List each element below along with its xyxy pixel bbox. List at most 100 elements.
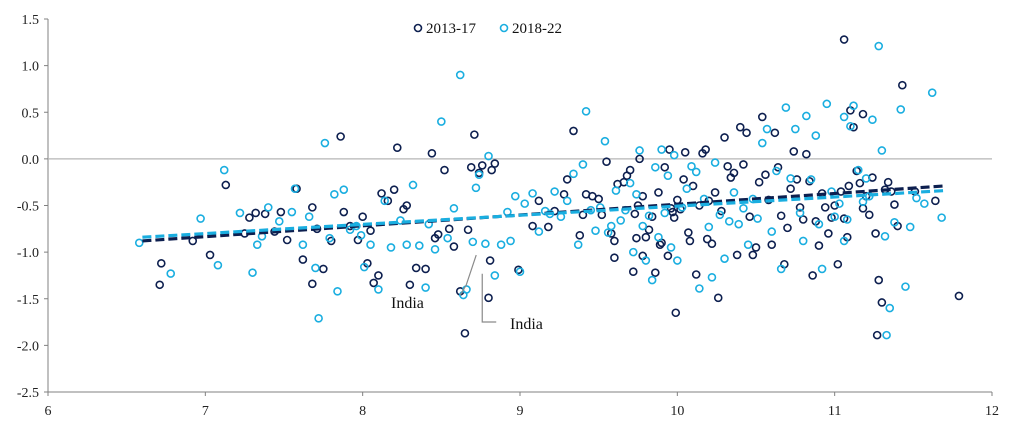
- point-2013-17: [562, 175, 572, 184]
- point-2013-17: [635, 154, 644, 164]
- point-2013-17: [245, 213, 254, 222]
- point-2018-22: [734, 219, 743, 229]
- point-2018-22: [510, 191, 520, 201]
- point-2018-22: [666, 243, 676, 252]
- point-2013-17: [205, 250, 215, 260]
- x-tick-label: 9: [517, 404, 524, 419]
- point-2018-22: [386, 243, 396, 252]
- point-2013-17: [786, 184, 795, 194]
- point-2013-17: [155, 280, 165, 290]
- point-2018-22: [219, 165, 229, 175]
- legend-marker-2013-17: [413, 23, 423, 33]
- point-2018-22: [455, 70, 465, 80]
- point-2013-17: [742, 128, 751, 138]
- annotation-india-2018-22: India: [510, 316, 543, 333]
- point-2018-22: [134, 238, 144, 248]
- point-2018-22: [882, 330, 891, 340]
- point-2013-17: [440, 165, 449, 175]
- legend-marker-2018-22: [499, 23, 509, 33]
- point-2018-22: [274, 217, 284, 226]
- point-2018-22: [550, 187, 559, 196]
- point-2013-17: [559, 190, 569, 199]
- point-2018-22: [691, 167, 701, 177]
- point-2013-17: [433, 230, 443, 239]
- point-2018-22: [874, 41, 884, 51]
- point-2013-17: [931, 196, 940, 206]
- point-2013-17: [470, 130, 479, 139]
- point-2018-22: [762, 124, 772, 134]
- point-2013-17: [528, 221, 537, 231]
- point-2013-17: [449, 242, 459, 251]
- point-2013-17: [748, 250, 758, 260]
- y-tick-label: -2.5: [17, 386, 39, 401]
- point-2018-22: [776, 264, 786, 274]
- point-2013-17: [680, 148, 690, 157]
- point-2013-17: [871, 229, 880, 238]
- point-2013-17: [757, 112, 767, 122]
- point-2013-17: [308, 279, 317, 289]
- point-2018-22: [654, 232, 663, 242]
- point-2013-17: [874, 275, 884, 285]
- point-2013-17: [651, 268, 660, 277]
- y-tick-label: 0.5: [22, 106, 40, 121]
- point-2013-17: [735, 122, 745, 132]
- y-tick-label: -2.0: [17, 339, 39, 354]
- point-2018-22: [912, 193, 921, 203]
- legend-label-2013-17: 2013-17: [426, 21, 476, 37]
- point-2013-17: [427, 148, 437, 158]
- point-2013-17: [864, 210, 874, 220]
- point-2018-22: [325, 233, 334, 243]
- point-2018-22: [333, 286, 342, 296]
- point-2013-17: [487, 165, 496, 175]
- x-tick-label: 11: [828, 404, 841, 419]
- point-2013-17: [319, 264, 328, 274]
- point-2018-22: [905, 222, 915, 232]
- point-2018-22: [877, 146, 887, 155]
- point-2013-17: [660, 162, 670, 172]
- point-2018-22: [842, 215, 852, 224]
- point-2013-17: [830, 201, 839, 210]
- point-2013-17: [534, 196, 544, 206]
- point-2018-22: [927, 88, 937, 97]
- point-2018-22: [408, 180, 418, 190]
- point-2018-22: [520, 199, 530, 208]
- y-tick-label: -1.0: [17, 246, 39, 261]
- point-2013-17: [872, 330, 882, 340]
- point-2013-17: [685, 236, 695, 246]
- point-2013-17: [377, 189, 386, 198]
- point-2018-22: [506, 236, 515, 246]
- point-2013-17: [339, 207, 349, 217]
- point-2013-17: [723, 162, 732, 171]
- point-2013-17: [630, 209, 640, 219]
- point-2018-22: [581, 107, 591, 116]
- point-2018-22: [421, 283, 430, 292]
- point-2013-17: [954, 291, 964, 301]
- point-2018-22: [802, 111, 811, 121]
- point-2013-17: [710, 188, 720, 197]
- point-2013-17: [890, 200, 899, 209]
- point-2018-22: [885, 303, 895, 313]
- point-2013-17: [739, 160, 748, 169]
- point-2018-22: [660, 208, 670, 218]
- point-2013-17: [460, 328, 470, 338]
- point-2013-17: [628, 267, 638, 277]
- point-2018-22: [663, 171, 673, 180]
- point-2018-22: [641, 256, 651, 265]
- point-2018-22: [471, 183, 481, 193]
- point-2013-17: [745, 212, 755, 221]
- point-2013-17: [374, 271, 383, 280]
- point-2013-17: [369, 278, 378, 288]
- point-2013-17: [336, 132, 345, 141]
- point-2013-17: [544, 222, 553, 232]
- point-2013-17: [366, 226, 375, 235]
- point-2018-22: [484, 151, 493, 161]
- point-2013-17: [610, 253, 619, 263]
- point-2018-22: [657, 145, 666, 154]
- point-2013-17: [669, 213, 679, 222]
- point-2013-17: [421, 264, 430, 274]
- point-2018-22: [481, 239, 490, 249]
- point-2018-22: [591, 226, 600, 235]
- point-2013-17: [668, 207, 677, 217]
- point-2013-17: [798, 215, 808, 224]
- point-2013-17: [713, 293, 723, 303]
